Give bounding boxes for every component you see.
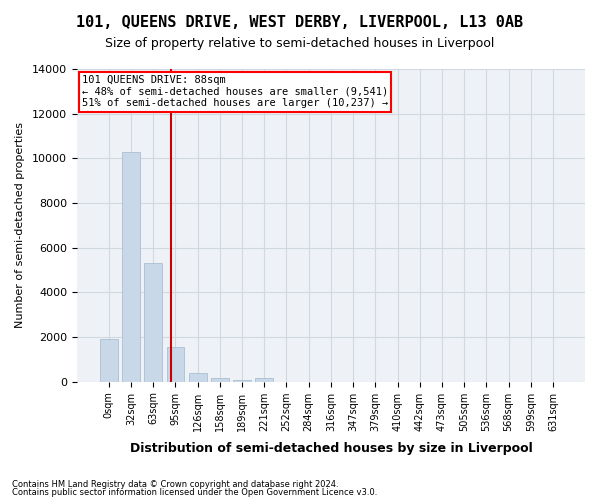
Text: 101 QUEENS DRIVE: 88sqm
← 48% of semi-detached houses are smaller (9,541)
51% of: 101 QUEENS DRIVE: 88sqm ← 48% of semi-de… <box>82 76 388 108</box>
Y-axis label: Number of semi-detached properties: Number of semi-detached properties <box>15 122 25 328</box>
Text: 101, QUEENS DRIVE, WEST DERBY, LIVERPOOL, L13 0AB: 101, QUEENS DRIVE, WEST DERBY, LIVERPOOL… <box>76 15 524 30</box>
Text: Contains public sector information licensed under the Open Government Licence v3: Contains public sector information licen… <box>12 488 377 497</box>
Bar <box>256 378 273 382</box>
Bar <box>211 378 229 382</box>
Bar <box>189 372 206 382</box>
Bar <box>145 264 162 382</box>
Bar <box>233 380 251 382</box>
X-axis label: Distribution of semi-detached houses by size in Liverpool: Distribution of semi-detached houses by … <box>130 442 532 455</box>
Bar <box>100 339 118 382</box>
Bar <box>122 152 140 382</box>
Text: Contains HM Land Registry data © Crown copyright and database right 2024.: Contains HM Land Registry data © Crown c… <box>12 480 338 489</box>
Text: Size of property relative to semi-detached houses in Liverpool: Size of property relative to semi-detach… <box>106 38 494 51</box>
Bar <box>167 347 184 382</box>
